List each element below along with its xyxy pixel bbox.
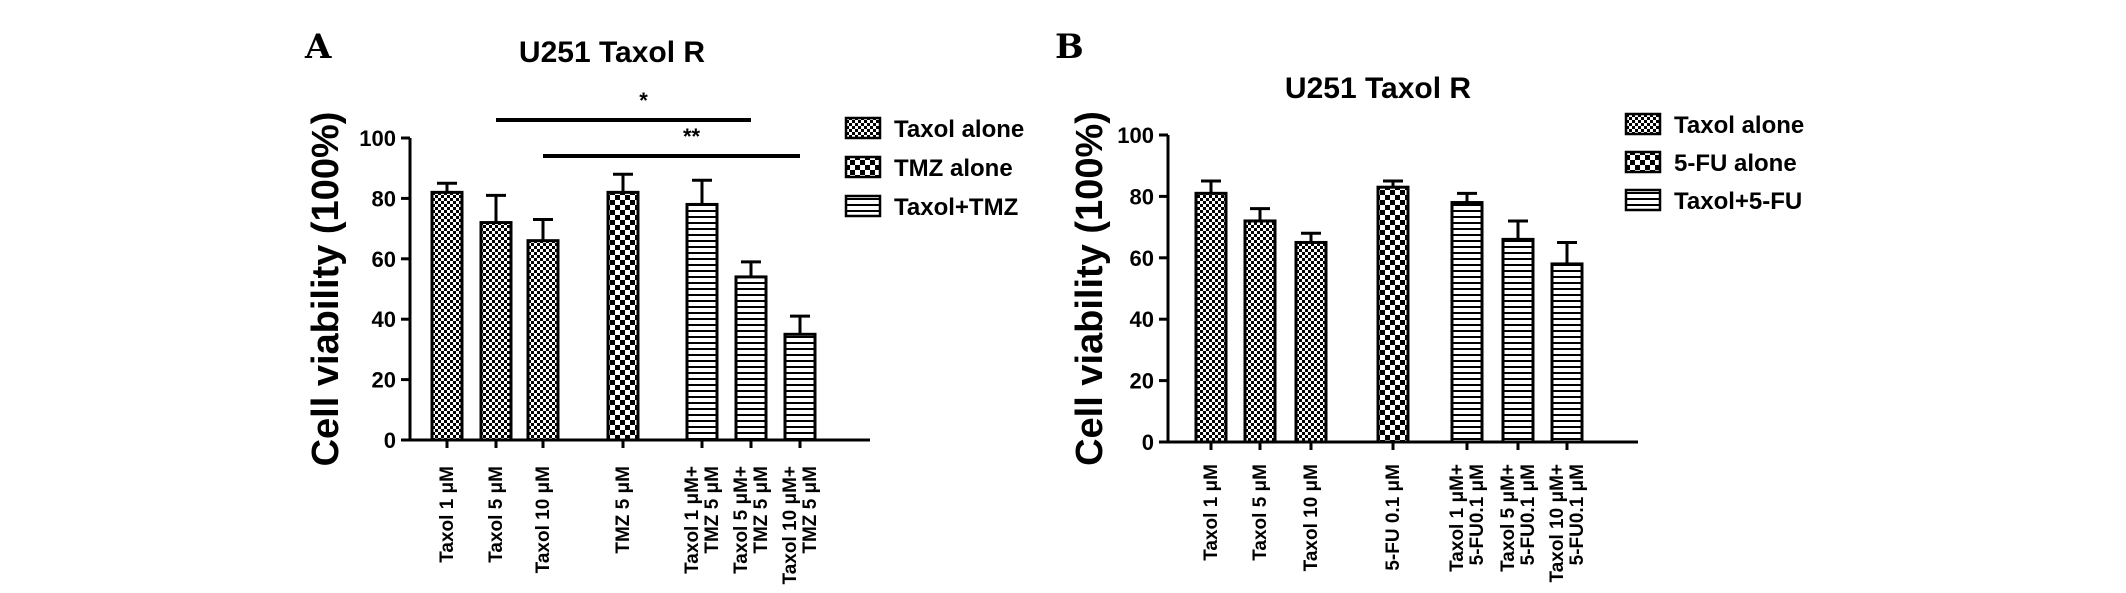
y-tick-label: 80 [372,186,396,211]
chart-panel-b: B U251 Taxol R Cell viability (100%) 0 20 40 6… [1055,27,1804,582]
x-tick-label: Taxol 1 μM+ TMZ 5 μM [682,466,723,574]
x-tick-label-line: Taxol 1 μM+ [682,466,703,574]
legend-swatch [1624,112,1662,136]
x-tick-label-line: TMZ 5 μM [613,466,634,554]
x-tick-label: Taxol 5 μM [1250,464,1271,561]
bar [1550,262,1584,444]
x-tick-label-line: 5-FU0.1 μM [1567,464,1588,565]
x-tick-label: Taxol 10 μM+ 5-FU0.1 μM [1547,464,1588,582]
x-tick-label-line: 5-FU 0.1 μM [1383,464,1404,571]
legend-swatch [1624,150,1662,174]
y-tick-label: 40 [1130,307,1154,332]
bar [1450,201,1484,444]
x-tick-label-line: Taxol 10 μM+ [780,466,801,584]
legend: Taxol alone TMZ alone Taxol+TMZ [844,116,1024,221]
y-tick-label: 100 [1117,123,1154,148]
x-tick-label: Taxol 1 μM [437,466,458,563]
bar [1243,219,1277,444]
y-tick-label: 20 [372,368,396,393]
y-axis-label: Cell viability (100%) [1069,111,1111,466]
legend: Taxol alone 5-FU alone Taxol+5-FU [1624,112,1804,215]
x-tick-label-line: Taxol 5 μM [1250,464,1271,561]
x-tick-label: TMZ 5 μM [613,466,634,554]
legend-label: Taxol alone [1674,112,1804,139]
x-tick-label-line: 5-FU0.1 μM [1518,464,1539,565]
x-tick-label: Taxol 10 μM [533,466,554,573]
bar [526,239,560,442]
bar [1376,185,1410,444]
legend-swatch [844,155,882,179]
x-tick-label-line: TMZ 5 μM [800,466,821,554]
y-tick-label: 80 [1130,184,1154,209]
x-tick-label-line: Taxol 5 μM [486,466,507,563]
y-axis-label: Cell viability (100%) [305,112,347,467]
significance-label: ** [683,124,701,149]
bar [430,190,464,442]
bar [606,190,640,442]
x-tick-label-line: Taxol 5 μM+ [1498,464,1519,572]
legend-label: 5-FU alone [1674,150,1797,177]
legend-swatch [1624,188,1662,212]
bar [1501,237,1535,444]
x-tick-label-line: Taxol 10 μM [1301,464,1322,571]
panel-letter: B [1055,27,1084,67]
x-tick-label-line: TMZ 5 μM [702,466,723,554]
x-tick-label: 5-FU 0.1 μM [1383,464,1404,571]
y-tick-label: 60 [372,247,396,272]
x-tick-label: Taxol 5 μM [486,466,507,563]
legend-swatch [844,116,882,140]
legend-label: Taxol+5-FU [1674,188,1802,215]
bar [734,275,768,442]
y-tick-label: 0 [384,428,396,453]
legend-label: Taxol alone [894,116,1024,143]
y-tick-label: 40 [372,307,396,332]
y-tick-label: 0 [1142,430,1154,455]
x-tick-label: Taxol 5 μM+ 5-FU0.1 μM [1498,464,1539,572]
x-tick-label: Taxol 5 μM+ TMZ 5 μM [731,466,772,574]
chart-title: U251 Taxol R [519,36,706,69]
significance-label: * [639,88,648,113]
x-tick-label: Taxol 1 μM [1201,464,1222,561]
chart-title: U251 Taxol R [1285,72,1472,105]
legend-label: Taxol+TMZ [894,194,1018,221]
bar [1194,191,1228,444]
x-tick-label-line: Taxol 5 μM+ [731,466,752,574]
y-tick-label: 60 [1130,246,1154,271]
bar [1294,240,1328,444]
legend-swatch [844,194,882,218]
bar [685,202,719,442]
x-tick-label-line: Taxol 1 μM [1201,464,1222,561]
y-tick-label: 100 [359,126,396,151]
panel-letter: A [304,27,332,67]
x-tick-label: Taxol 10 μM [1301,464,1322,571]
x-tick-label-line: Taxol 1 μM+ [1447,464,1468,572]
x-tick-label-line: Taxol 10 μM+ [1547,464,1568,582]
x-tick-label-line: TMZ 5 μM [751,466,772,554]
x-tick-label: Taxol 10 μM+ TMZ 5 μM [780,466,821,584]
bar [783,332,817,442]
x-tick-label-line: 5-FU0.1 μM [1467,464,1488,565]
legend-label: TMZ alone [894,155,1013,182]
x-tick-label-line: Taxol 1 μM [437,466,458,563]
chart-panel-a: A U251 Taxol R Cell viability (100%) 0 20 40 6… [304,27,1024,584]
x-tick-label: Taxol 1 μM+ 5-FU0.1 μM [1447,464,1488,572]
x-tick-label-line: Taxol 10 μM [533,466,554,573]
y-tick-label: 20 [1130,369,1154,394]
bar [479,221,513,442]
